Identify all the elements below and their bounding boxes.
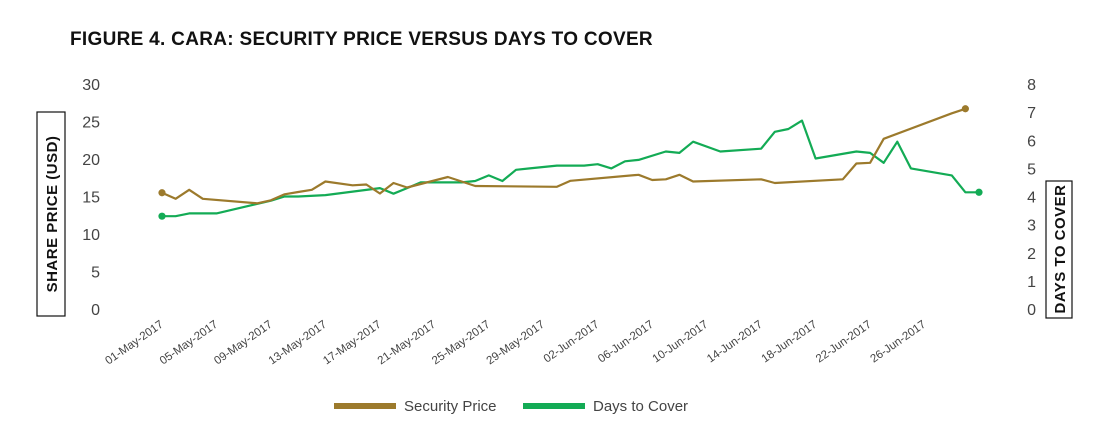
right-axis-tick-label: 2 [1027,246,1036,263]
legend-swatch-security-price [334,403,396,409]
right-axis-label: DAYS TO COVER [1052,184,1069,313]
right-axis-tick-label: 5 [1027,161,1036,178]
left-axis-tick-label: 30 [82,77,100,94]
right-axis-tick-label: 1 [1027,274,1036,291]
series-line-days-to-cover [160,119,981,218]
chart-title: FIGURE 4. CARA: SECURITY PRICE VERSUS DA… [70,29,653,50]
x-axis-tick-label: 10-Jun-2017 [651,319,711,366]
left-axis-tick-label: 25 [82,115,100,132]
series-endpoint-days-to-cover-start [158,212,166,220]
series-endpoint-days-to-cover-end [975,188,983,196]
x-axis-tick-label: 22-Jun-2017 [814,319,874,366]
x-axis-tick-label: 14-Jun-2017 [705,319,765,366]
legend: Security Price Days to Cover [334,398,688,415]
x-axis-ticks: 01-May-201705-May-201709-May-201713-May-… [103,319,928,368]
x-axis-tick-label: 06-Jun-2017 [596,319,656,366]
right-axis-tick-label: 0 [1027,302,1036,319]
series-endpoint-security-price-start [158,189,166,197]
right-axis-tick-label: 8 [1027,77,1036,94]
x-axis-tick-label: 02-Jun-2017 [542,319,602,366]
x-axis-tick-label: 01-May-2017 [103,319,165,368]
legend-label-days-to-cover: Days to Cover [593,398,688,415]
left-axis-tick-label: 0 [91,302,100,319]
x-axis-tick-label: 25-May-2017 [430,319,492,368]
x-axis-tick-label: 17-May-2017 [321,319,383,368]
x-axis-tick-label: 13-May-2017 [267,319,329,368]
legend-label-security-price: Security Price [404,398,497,415]
right-axis-tick-label: 7 [1027,105,1036,122]
left-axis-label-box: SHARE PRICE (USD) [36,111,66,317]
left-axis-tick-label: 20 [82,152,100,169]
left-axis-label: SHARE PRICE (USD) [44,136,61,293]
x-axis-tick-label: 18-Jun-2017 [760,319,820,366]
left-axis-ticks: 0 5 10 15 20 25 30 [82,77,100,319]
right-axis-tick-label: 6 [1027,133,1036,150]
x-axis-tick-label: 26-Jun-2017 [868,319,928,366]
series-line-security-price [160,107,967,205]
right-axis-label-box: DAYS TO COVER [1045,180,1073,319]
right-axis-tick-label: 3 [1027,218,1036,235]
left-axis-tick-label: 15 [82,190,100,207]
x-axis-tick-label: 29-May-2017 [485,319,547,368]
left-axis-tick-label: 5 [91,265,100,282]
x-axis-tick-label: 09-May-2017 [212,319,274,368]
right-axis-tick-label: 4 [1027,190,1036,207]
x-axis-tick-label: 05-May-2017 [158,319,220,368]
right-axis-ticks: 0 1 2 3 4 5 6 7 8 [1027,77,1036,319]
legend-swatch-days-to-cover [523,403,585,409]
x-axis-tick-label: 21-May-2017 [376,319,438,368]
left-axis-tick-label: 10 [82,227,100,244]
series-lines [158,105,983,220]
series-endpoint-security-price-end [961,105,969,113]
